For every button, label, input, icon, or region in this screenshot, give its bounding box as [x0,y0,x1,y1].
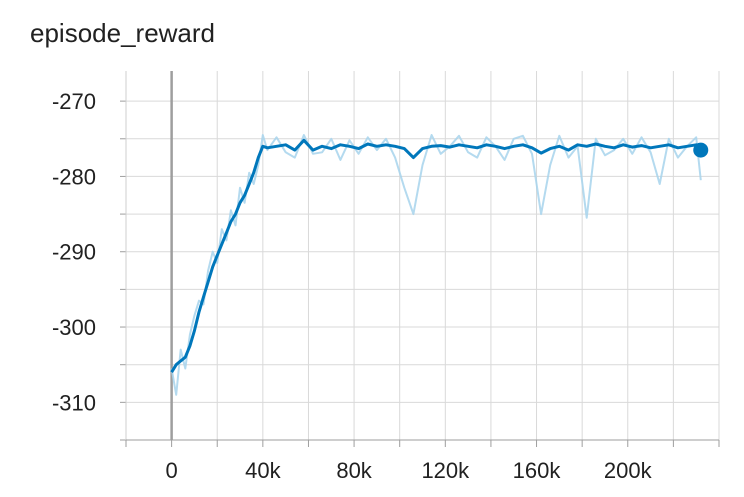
smoothed-series [170,138,709,373]
axes [120,71,720,447]
x-tick-label: 40k [245,458,281,483]
y-tick-label: -310 [52,390,96,415]
y-tick-label: -280 [52,164,96,189]
tick-labels: 0 40k 80k 120k 160k 200k -270 -280 -290 -300 -310 [52,89,653,483]
y-tick-label: -290 [52,240,96,265]
chart-title: episode_reward [30,18,216,48]
x-tick-label: 0 [165,458,177,483]
raw-series [170,134,702,396]
x-tick-label: 200k [604,458,653,483]
smoothed-series-line [170,138,702,373]
raw-series-line [170,134,702,396]
x-tick-label: 120k [421,458,470,483]
x-tick-label: 160k [513,458,562,483]
y-tick-label: -300 [52,315,96,340]
last-point-marker [693,142,709,158]
x-tick-label: 80k [336,458,372,483]
y-tick-label: -270 [52,89,96,114]
